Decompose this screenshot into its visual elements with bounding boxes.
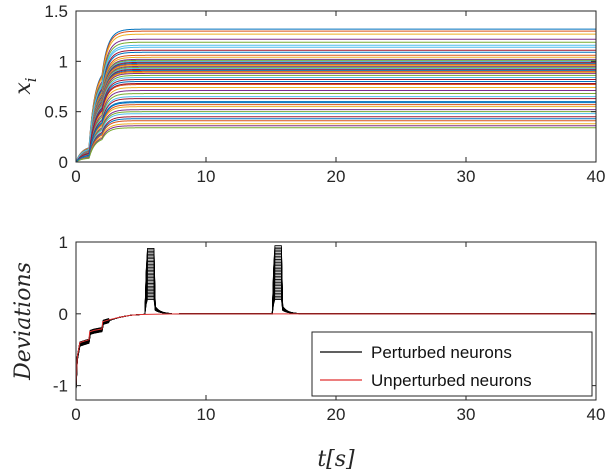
bottom-panel-deviations: 0 10 20 30 40-101 Deviations t[s] Perturbed … [11, 233, 605, 472]
top-panel-y-label-subscript: i [22, 77, 40, 82]
bottom-panel-x-tick-label: 40 [587, 405, 606, 424]
top-panel-x-tick-label: 10 [197, 167, 216, 186]
bottom-panel-x-tick-label: 20 [327, 405, 346, 424]
xi-series-line [75, 44, 596, 163]
top-panel-x-tick-label: 40 [587, 167, 606, 186]
deviation-unperturbed-line [75, 313, 596, 386]
xi-series-line [75, 127, 596, 163]
bottom-panel-ticks: 0 10 20 30 40-101 [53, 233, 606, 424]
bottom-panel-x-label: t[s] [317, 447, 355, 472]
xi-series-line [75, 120, 596, 163]
xi-series-line [75, 106, 596, 163]
top-panel-y-tick-label: 0 [59, 153, 68, 172]
bottom-panel-x-tick-label: 0 [71, 405, 80, 424]
top-panel-x-tick-label: 0 [71, 167, 80, 186]
xi-series-line [75, 113, 596, 163]
xi-series-line [75, 82, 596, 163]
legend-label-unperturbed: Unperturbed neurons [371, 371, 532, 390]
legend: Perturbed neurons Unperturbed neurons [311, 331, 593, 397]
bottom-panel-series [75, 245, 596, 392]
legend-label-perturbed: Perturbed neurons [371, 343, 512, 362]
bottom-panel-y-tick-label: 0 [59, 305, 68, 324]
bottom-panel-x-tick-label: 30 [457, 405, 476, 424]
top-panel-ticks: 0 10 20 30 40 0 0.5 1 1.5 [44, 2, 605, 186]
top-panel-y-tick-label: 1.5 [44, 2, 68, 21]
bottom-panel-y-tick-label: -1 [53, 377, 68, 396]
legend-box [311, 331, 593, 397]
top-panel-x-tick-label: 30 [457, 167, 476, 186]
xi-series-line [75, 102, 596, 163]
bottom-panel-y-label: Deviations [11, 262, 36, 381]
bottom-panel-y-tick-label: 1 [59, 233, 68, 252]
top-panel-y-tick-label: 0.5 [44, 103, 68, 122]
top-panel-series [75, 28, 596, 163]
top-panel-x-tick-label: 20 [327, 167, 346, 186]
top-panel-y-tick-label: 1 [59, 52, 68, 71]
bottom-panel-x-tick-label: 10 [197, 405, 216, 424]
